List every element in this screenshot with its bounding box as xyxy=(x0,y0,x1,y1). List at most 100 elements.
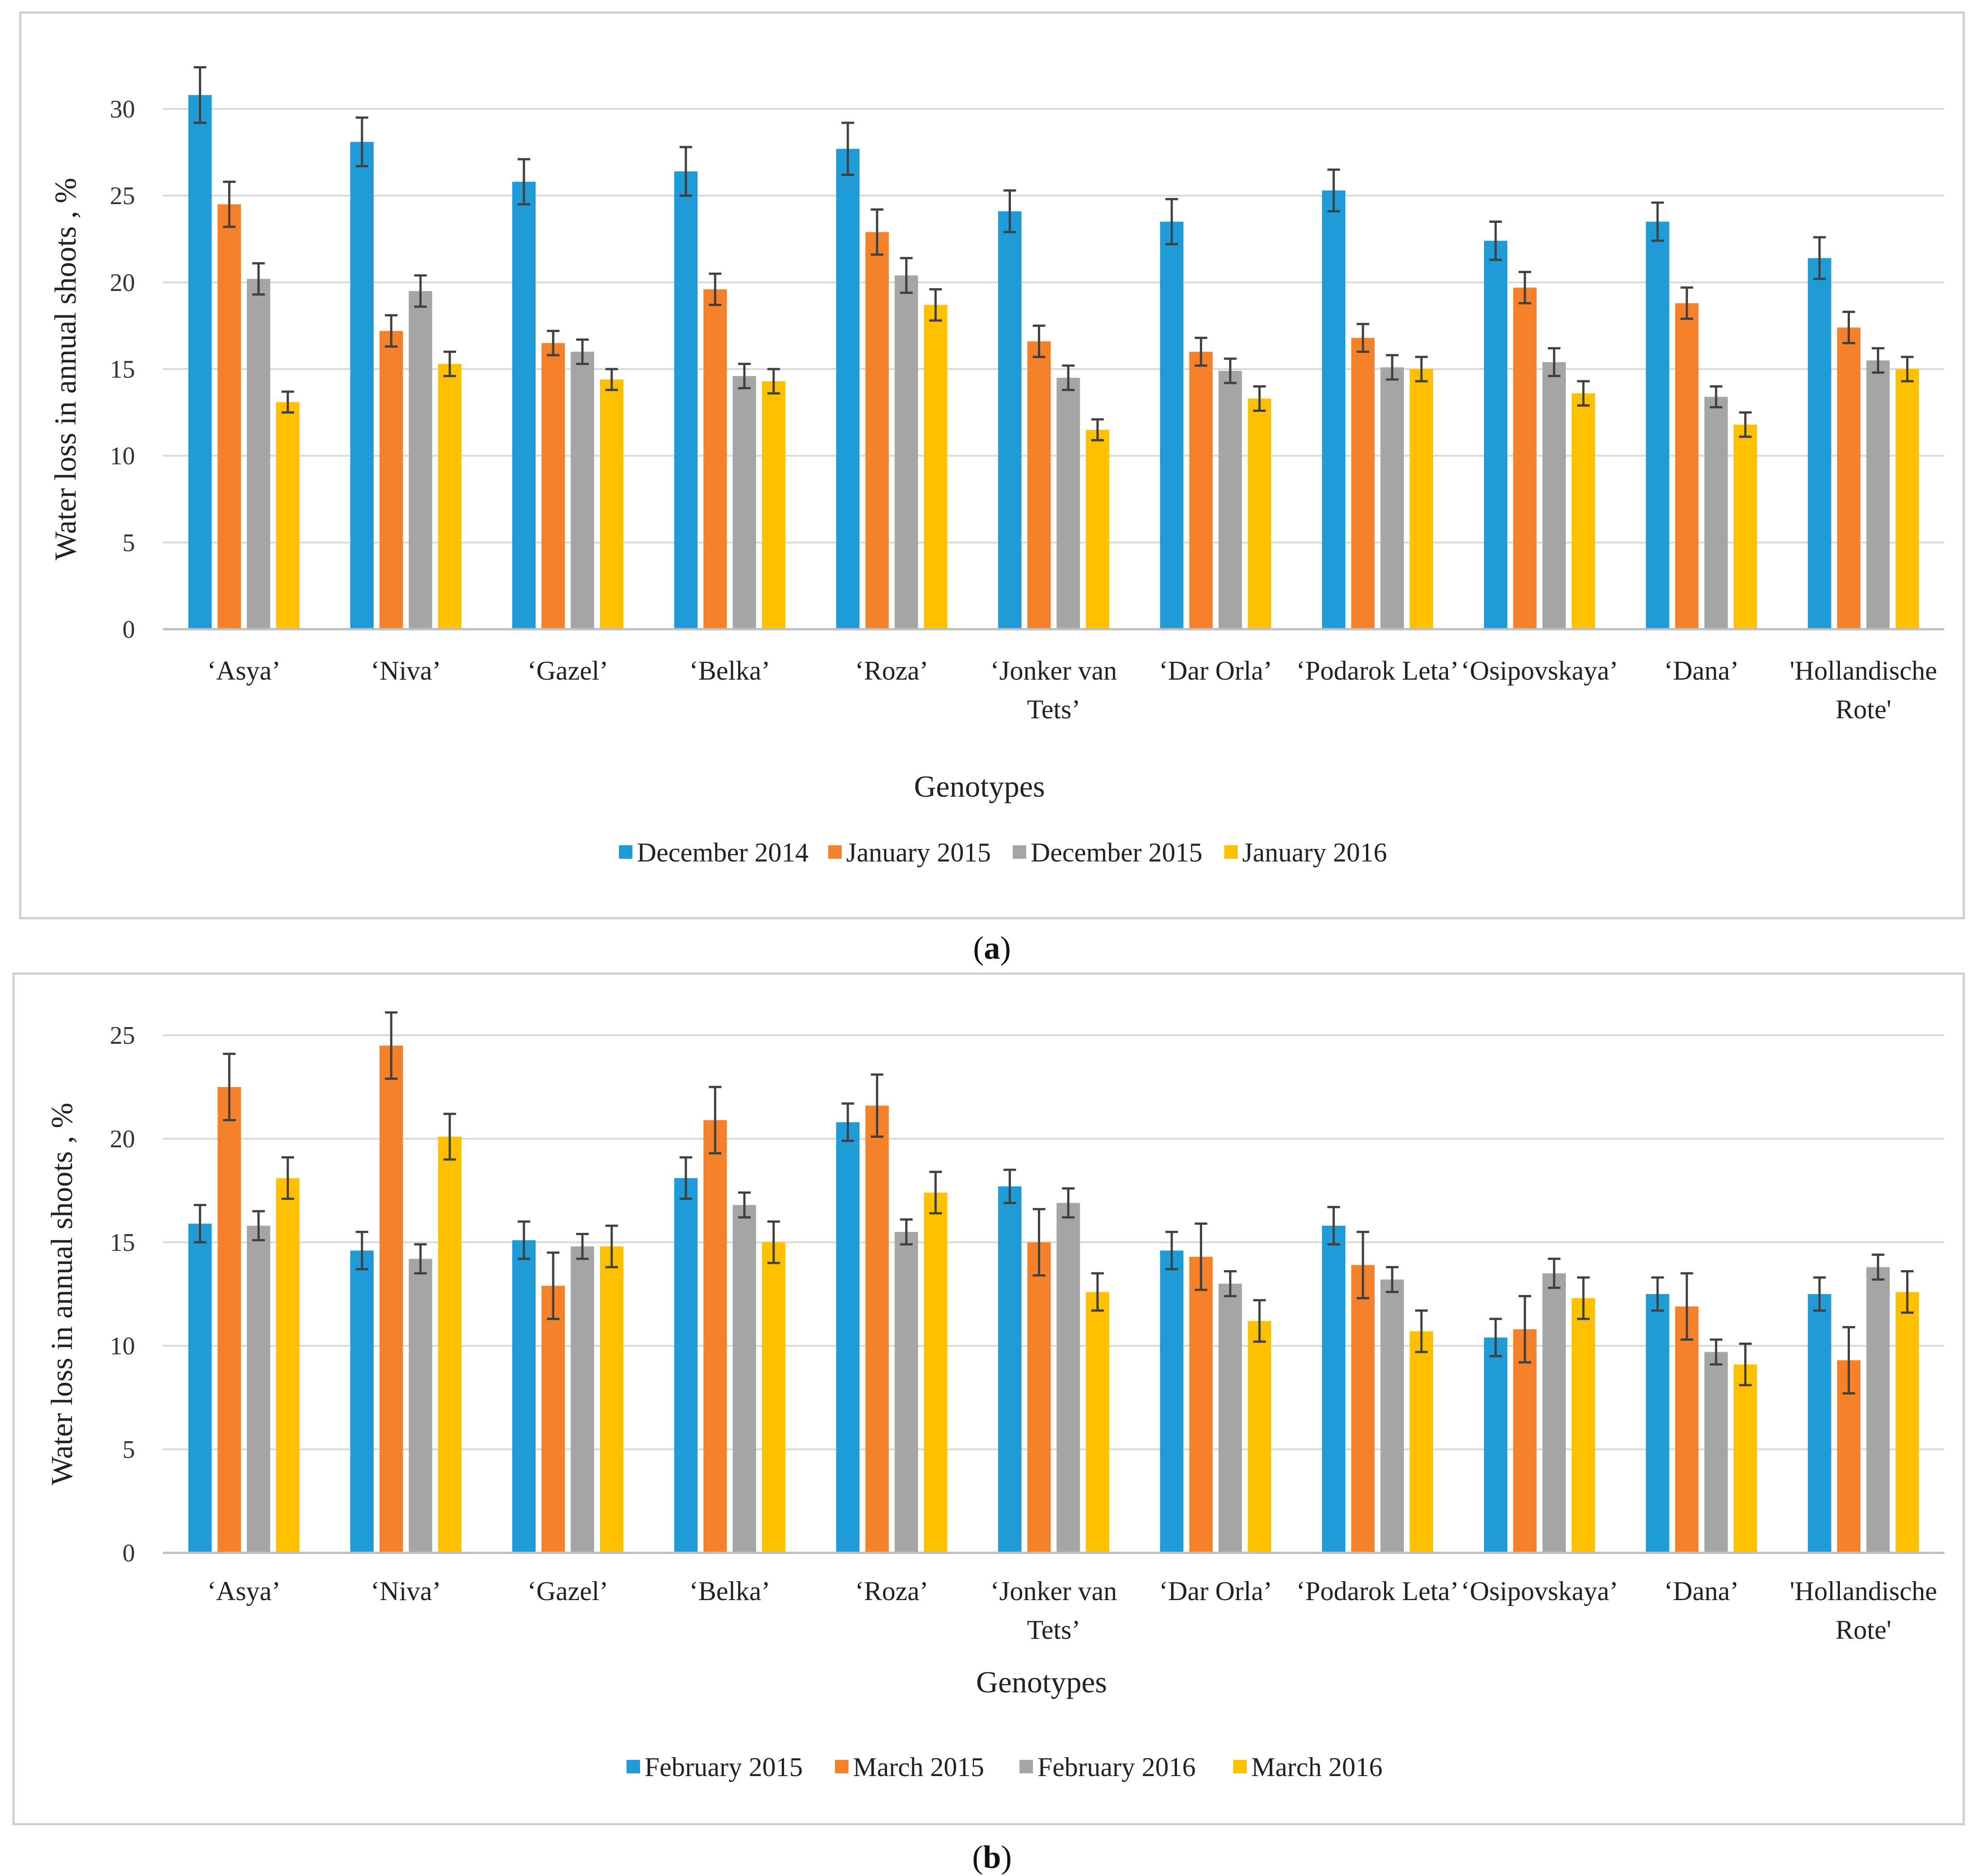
bar xyxy=(276,1178,300,1553)
x-axis-title: Genotypes xyxy=(976,1665,1107,1699)
y-tick-label: 20 xyxy=(110,1125,135,1153)
bar xyxy=(1086,1292,1109,1553)
bar xyxy=(438,364,462,629)
category-label-line: ‘Roza’ xyxy=(855,1576,929,1606)
chart-b: 0 5 10 15 20 25 Water loss in annual shoots , … xyxy=(45,1011,1944,1782)
bar xyxy=(703,1120,727,1553)
bar xyxy=(409,1258,433,1553)
bar xyxy=(1027,1242,1051,1553)
bar xyxy=(1027,341,1051,629)
legend-label: January 2016 xyxy=(1242,838,1387,867)
y-tick-label: 20 xyxy=(110,269,135,297)
bar xyxy=(894,275,918,629)
category-label-line: Rote' xyxy=(1835,694,1891,724)
category-label: ‘Asya’ xyxy=(207,656,280,685)
bar xyxy=(541,343,565,629)
y-tick-label: 10 xyxy=(110,442,135,470)
legend-swatch xyxy=(835,1760,848,1773)
bar xyxy=(1542,1273,1566,1553)
legend-swatch xyxy=(828,845,842,859)
category-label: ‘Dar Orla’ xyxy=(1159,656,1272,685)
bar xyxy=(247,1226,271,1553)
bar xyxy=(998,211,1022,629)
bar xyxy=(1351,338,1375,629)
bar xyxy=(1483,240,1507,629)
bar xyxy=(217,204,241,629)
category-label-line: ‘Dar Orla’ xyxy=(1159,1576,1272,1606)
category-label-line: ‘Asya’ xyxy=(207,656,280,685)
legend-swatch xyxy=(619,845,632,859)
legend-label: February 2016 xyxy=(1037,1752,1196,1782)
bar xyxy=(512,181,536,630)
legend-label: March 2016 xyxy=(1251,1752,1383,1782)
category-label: ‘Osipovskaya’ xyxy=(1461,1576,1618,1606)
bar xyxy=(1380,1279,1404,1553)
y-tick-label: 30 xyxy=(110,95,135,123)
category-label-line: ‘Dana’ xyxy=(1664,656,1739,685)
category-label-line: ‘Podarok Leta’ xyxy=(1296,1576,1459,1606)
panel-b-letter: b xyxy=(983,1839,1001,1875)
category-label: ‘Dar Orla’ xyxy=(1159,1576,1272,1606)
legend-swatch xyxy=(1019,1760,1033,1773)
bar xyxy=(1248,398,1272,629)
bar xyxy=(247,279,271,629)
bar xyxy=(217,1087,241,1553)
category-label-line: 'Hollandische xyxy=(1790,656,1937,685)
category-label-line: ‘Belka’ xyxy=(689,1576,770,1606)
y-axis-title: Water loss in annual shoots , % xyxy=(45,1103,79,1485)
category-label: ‘Gazel’ xyxy=(528,656,609,685)
bar xyxy=(924,1192,947,1553)
y-tick-label: 25 xyxy=(110,182,135,210)
bar xyxy=(1189,352,1213,629)
category-label-line: Tets’ xyxy=(1027,1615,1080,1645)
bar xyxy=(674,171,698,630)
bar xyxy=(409,291,433,629)
category-label-line: Rote' xyxy=(1835,1615,1891,1645)
bar xyxy=(836,1122,860,1553)
bar xyxy=(732,1205,756,1553)
x-axis-title: Genotypes xyxy=(914,769,1045,803)
bar xyxy=(1733,424,1757,629)
category-label-line: ‘Jonker van xyxy=(990,656,1117,685)
y-tick-label: 0 xyxy=(122,616,135,644)
panel-a-letter: a xyxy=(984,930,1000,966)
bar xyxy=(379,1046,403,1553)
category-label-line: ‘Podarok Leta’ xyxy=(1296,656,1459,685)
category-label-line: Tets’ xyxy=(1027,694,1080,724)
category-label: 'Hollandische Rote' xyxy=(1790,656,1937,724)
bar xyxy=(1571,1298,1595,1553)
category-label: ‘Roza’ xyxy=(855,1576,929,1606)
panel-a-label: (a) xyxy=(973,930,1011,966)
bar xyxy=(600,379,624,629)
bar xyxy=(762,1242,785,1553)
category-label: ‘Asya’ xyxy=(207,1576,280,1606)
bar xyxy=(1248,1321,1272,1553)
category-label-line: ‘Belka’ xyxy=(689,656,770,685)
bar xyxy=(1704,1352,1728,1553)
bar xyxy=(541,1285,565,1553)
category-label: ‘Belka’ xyxy=(689,656,770,685)
chart-a: 0 5 10 15 20 25 30 Water loss in annual shoots … xyxy=(48,66,1944,867)
bar xyxy=(379,331,403,629)
bar xyxy=(276,402,300,629)
category-label: ‘Jonker van Tets’ xyxy=(990,656,1117,724)
bar xyxy=(600,1246,624,1553)
bar xyxy=(1646,1294,1669,1553)
category-label-line: ‘Dar Orla’ xyxy=(1159,656,1272,685)
bar xyxy=(703,289,727,629)
bar xyxy=(1056,1203,1080,1553)
bar xyxy=(350,142,374,629)
legend-swatch xyxy=(1224,845,1238,859)
bar xyxy=(1895,369,1919,629)
bar xyxy=(1483,1337,1507,1553)
bar xyxy=(924,305,947,629)
legend-swatch xyxy=(1233,1760,1247,1773)
bar xyxy=(1189,1257,1213,1553)
bar xyxy=(1675,1306,1699,1553)
bar xyxy=(1160,221,1184,629)
legend-label: December 2015 xyxy=(1031,838,1203,867)
category-label: 'Hollandische Rote' xyxy=(1790,1576,1937,1645)
bar xyxy=(571,352,595,629)
category-label-line: ‘Roza’ xyxy=(855,656,929,685)
